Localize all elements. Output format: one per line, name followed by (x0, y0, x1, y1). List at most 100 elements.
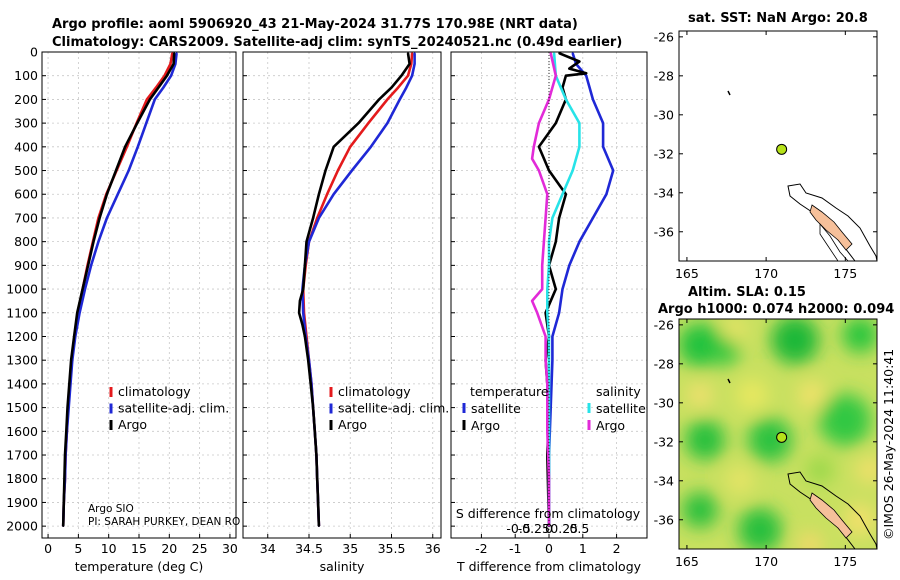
y-tick-label: 500 (14, 163, 38, 178)
map-y-tick-label: -36 (654, 512, 674, 527)
difference-panel: -2 -1 0 1 2 T difference from climatology -0.5… (450, 51, 648, 574)
legend-label: climatology (118, 384, 191, 399)
data-point (349, 145, 352, 148)
map-x-tick-label: 175 (833, 266, 857, 281)
data-point (302, 311, 305, 314)
data-point (549, 52, 552, 55)
x-tick-label: 35 (342, 541, 358, 556)
data-point (407, 52, 409, 55)
data-point (548, 98, 550, 101)
x-tick-label: 25 (192, 541, 208, 556)
data-point (318, 193, 320, 196)
map-y-tick-label: -34 (654, 473, 674, 488)
data-point (84, 288, 86, 290)
data-point (78, 311, 81, 314)
sst-coast-inner (819, 222, 849, 261)
data-point (163, 74, 166, 77)
data-point (303, 335, 306, 338)
sla-anomaly-blob (688, 383, 712, 407)
map-x-tick-label: 170 (754, 554, 778, 569)
data-point (298, 311, 300, 314)
plot-frame (41, 51, 237, 539)
map-y-tick-label: -28 (654, 68, 674, 83)
x-axis-label: temperature (deg C) (75, 559, 204, 574)
data-point (303, 264, 306, 267)
sla-island (727, 378, 731, 384)
sla-land (809, 492, 853, 539)
data-point (165, 74, 168, 77)
data-point (153, 98, 156, 101)
y-tick-label: 1600 (6, 424, 38, 439)
data-point (317, 501, 319, 504)
sst-float-marker (776, 143, 788, 155)
x-tick-label: 0 (545, 541, 553, 556)
y-tick-label: 1800 (6, 471, 38, 486)
sla-anomaly-blob (842, 319, 877, 353)
data-point (558, 311, 561, 314)
top-tick-label: 0.5 (569, 521, 589, 536)
data-point (301, 323, 304, 326)
data-point (551, 335, 554, 338)
data-point (568, 67, 571, 70)
data-point (541, 264, 544, 267)
sla-anomaly-blob (682, 492, 718, 528)
data-point (411, 52, 414, 55)
plot-frame (242, 51, 442, 539)
data-point (602, 145, 604, 148)
series-line-salinity-argo (530, 52, 558, 527)
legend-title-salinity: salinity (596, 384, 641, 399)
sla-anomaly-blob (726, 466, 754, 494)
data-point (171, 52, 174, 55)
temperature-panel: 0100200300400500600700800900100011001200… (6, 45, 238, 575)
data-point (546, 311, 549, 314)
x-tick-label: 0 (44, 541, 52, 556)
data-point (105, 193, 108, 196)
data-point (127, 169, 130, 172)
y-tick-label: 1200 (6, 329, 38, 344)
data-point (592, 98, 594, 101)
data-point (578, 145, 581, 148)
sla-anomaly-blob (736, 379, 768, 411)
sst-island (727, 90, 731, 96)
sla-anomaly-blob (798, 533, 822, 549)
map-y-tick-label: -26 (654, 29, 674, 44)
data-point (318, 217, 320, 219)
data-point (537, 145, 540, 148)
data-point (312, 217, 315, 219)
map-y-tick-label: -26 (654, 317, 674, 332)
data-point (544, 359, 547, 362)
map-x-tick-label: 170 (754, 266, 778, 281)
series-line-satellite-adj-clim- (61, 53, 178, 527)
data-point (305, 240, 308, 243)
data-point (411, 74, 414, 77)
data-point (541, 288, 544, 290)
legend-label: satellite (471, 401, 521, 416)
data-point (554, 122, 557, 125)
imos-watermark: ©IMOS 26-May-2024 11:40:41 (881, 349, 896, 540)
data-point (386, 122, 389, 125)
data-point (554, 288, 557, 290)
data-point (407, 74, 409, 77)
y-tick-label: 700 (14, 210, 38, 225)
data-point (315, 454, 318, 456)
data-point (544, 335, 547, 338)
data-point (308, 240, 310, 243)
data-point (397, 86, 399, 89)
y-tick-label: 300 (14, 116, 38, 131)
data-point (309, 383, 312, 385)
data-point (571, 169, 574, 172)
legend-label: Argo (471, 418, 500, 433)
data-point (116, 193, 119, 196)
data-point (588, 86, 591, 89)
sla-anomaly-blob (685, 420, 725, 460)
y-tick-label: 800 (14, 234, 38, 249)
sla-map: 165 170 175 -26 -28 -30 -32 -34 -36 (654, 317, 878, 569)
sla-anomaly-blob (748, 418, 792, 462)
data-point (561, 193, 564, 196)
map-y-tick-label: -28 (654, 356, 674, 371)
data-point (169, 62, 172, 65)
sla-anomaly-blob (844, 504, 876, 536)
sla-anomaly-blob (738, 508, 782, 549)
data-point (115, 169, 117, 172)
data-point (558, 217, 561, 219)
